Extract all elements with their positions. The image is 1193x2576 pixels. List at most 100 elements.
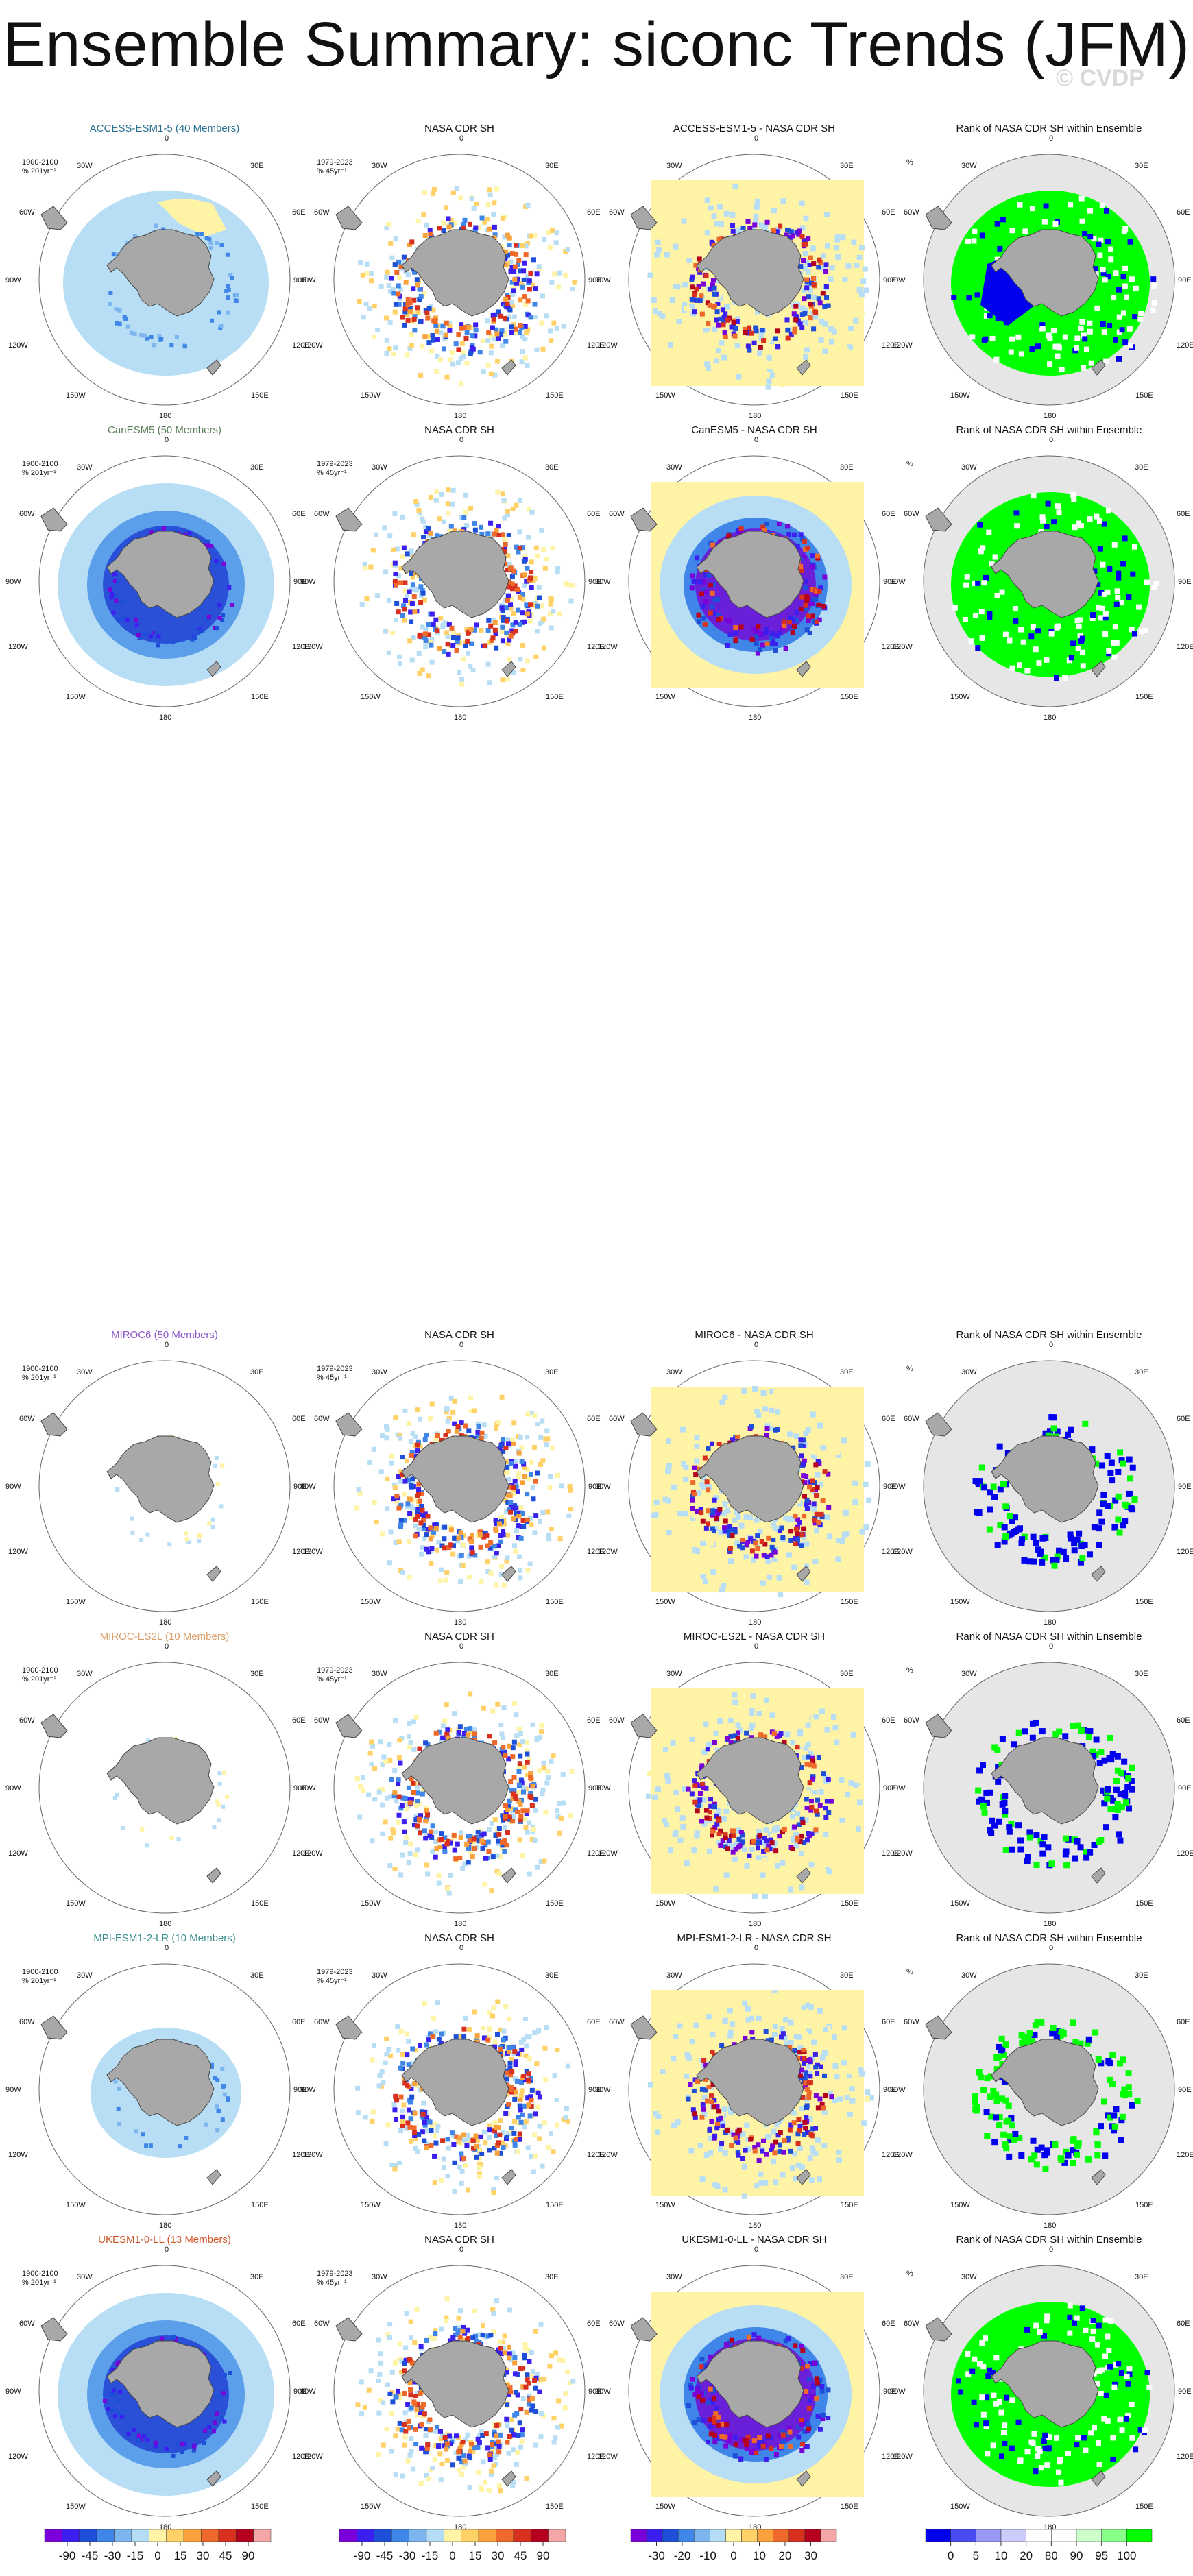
- lon-label: 90W: [595, 1483, 611, 1491]
- colorbar-tick-label: 15: [469, 2549, 482, 2562]
- lon-label: 90E: [883, 578, 897, 586]
- units-label: 1979-2023 % 45yr⁻¹: [317, 460, 353, 477]
- lon-label: 30E: [250, 463, 264, 472]
- lon-label: 150E: [546, 1899, 564, 1908]
- lon-label: 30E: [250, 2273, 264, 2281]
- lon-label: 150E: [841, 2503, 858, 2511]
- lon-label: 150W: [655, 2201, 675, 2209]
- lon-label: 120E: [587, 2453, 605, 2461]
- lon-label: 90E: [588, 1784, 602, 1793]
- lon-label: 30W: [666, 162, 682, 170]
- colorbar-tick-label: 45: [514, 2549, 527, 2562]
- colorbar-swatch: [677, 2529, 695, 2542]
- lon-label: 120W: [303, 2151, 323, 2159]
- colorbar-tick-label: -10: [699, 2549, 716, 2562]
- lon-label: 0: [165, 1341, 169, 1349]
- lon-label: 90W: [595, 276, 611, 284]
- colorbar-tick-label: -45: [82, 2549, 99, 2562]
- lon-label: 60W: [314, 510, 330, 518]
- units-label: 1900-2100 % 201yr⁻¹: [22, 158, 58, 175]
- map-panel-rank: Rank of NASA CDR SH within Ensemble 0 30W 3…: [890, 1932, 1193, 2231]
- lon-label: 0: [1049, 1642, 1053, 1651]
- lon-label: 150E: [251, 693, 269, 701]
- lon-label: 90E: [293, 276, 307, 284]
- colorbar-swatch: [166, 2529, 184, 2542]
- lon-label: 30E: [840, 1368, 854, 1376]
- units-label: 1979-2023 % 45yr⁻¹: [317, 1666, 353, 1684]
- lon-label: 150E: [546, 391, 564, 400]
- lon-label: 90E: [293, 2086, 307, 2094]
- lon-label: 150E: [841, 693, 858, 701]
- lon-label: 150W: [950, 2201, 970, 2209]
- map-panel-rank: Rank of NASA CDR SH within Ensemble 0 30W 3…: [890, 2234, 1193, 2533]
- lon-label: 60E: [292, 2320, 306, 2328]
- colorbar-tick-label: -90: [354, 2549, 371, 2562]
- lon-label: 150W: [66, 1899, 86, 1908]
- lon-label: 150W: [655, 2503, 675, 2511]
- colorbar-tick-label: 0: [948, 2549, 954, 2562]
- lon-label: 90W: [300, 276, 316, 284]
- lon-label: 180: [454, 1920, 466, 1928]
- page-title: Ensemble Summary: siconc Trends (JFM): [3, 10, 1190, 80]
- lon-label: 150W: [950, 391, 970, 400]
- lon-label: 0: [1049, 134, 1053, 143]
- lon-label: 30E: [840, 463, 854, 472]
- colorbar-swatch: [496, 2529, 514, 2542]
- lon-label: 150E: [546, 693, 564, 701]
- lon-label: 90E: [883, 276, 897, 284]
- lon-label: 120E: [292, 1548, 310, 1556]
- lon-label: 60E: [882, 2018, 895, 2026]
- units-label: %: [906, 2270, 913, 2278]
- lon-label: 30E: [250, 1368, 264, 1376]
- colorbar-swatch: [218, 2529, 237, 2542]
- lon-label: 150E: [546, 1598, 564, 1606]
- lon-label: 150W: [655, 693, 675, 701]
- lon-label: 180: [454, 2222, 466, 2230]
- lon-label: 90W: [5, 1483, 21, 1491]
- lon-label: 120E: [882, 2151, 900, 2159]
- panel-title: UKESM1-0-LL - NASA CDR SH: [682, 2234, 827, 2246]
- colorbar-swatch: [725, 2529, 742, 2542]
- lon-label: 60E: [292, 510, 306, 518]
- map-panel-model: MIROC6 (50 Members) 0 30W 30E 60W 60E 90W 90E 12…: [5, 1329, 310, 1628]
- colorbar-swatch: [820, 2529, 837, 2542]
- lon-label: 30E: [250, 1670, 264, 1678]
- lon-label: 0: [459, 1944, 463, 1952]
- map-panel-diff: CanESM5 - NASA CDR SH 0 30W 30E 60W 60E 90W 90E…: [595, 424, 900, 723]
- map-panel-diff: MIROC-ES2L - NASA CDR SH 0 30W 30E 60W 60E 90W…: [595, 1631, 900, 1930]
- lon-label: 0: [754, 436, 758, 444]
- lon-label: 120W: [893, 2453, 913, 2461]
- colorbar-swatch: [409, 2529, 427, 2542]
- map-panel-diff: ACCESS-ESM1-5 - NASA CDR SH 0 30W 30E 60W 60E…: [595, 123, 900, 422]
- lon-label: 150W: [361, 1899, 381, 1908]
- lon-label: 0: [1049, 436, 1053, 444]
- lon-label: 180: [454, 1618, 466, 1627]
- lon-label: 120E: [1177, 2151, 1193, 2159]
- lon-label: 120E: [882, 1849, 900, 1858]
- lon-label: 120W: [598, 2151, 618, 2159]
- lon-label: 180: [159, 1920, 171, 1928]
- colorbar-tick-label: 15: [174, 2549, 187, 2562]
- lon-label: 60E: [1177, 510, 1190, 518]
- lon-label: 30W: [666, 2273, 682, 2281]
- lon-label: 90W: [5, 578, 21, 586]
- colorbar-swatch: [950, 2529, 976, 2542]
- lon-label: 30W: [77, 1971, 93, 1980]
- lon-label: 30W: [666, 463, 682, 472]
- lon-label: 0: [754, 2246, 758, 2254]
- lon-label: 150W: [950, 2503, 970, 2511]
- panel-title: MIROC-ES2L (10 Members): [99, 1631, 230, 1642]
- lon-label: 90E: [883, 2387, 897, 2396]
- lon-label: 30E: [545, 463, 559, 472]
- colorbar-tick-label: 30: [804, 2549, 817, 2562]
- map-panel-rank: Rank of NASA CDR SH within Ensemble 0 30W 3…: [890, 424, 1193, 723]
- map-panel-rank: Rank of NASA CDR SH within Ensemble 0 30W 3…: [890, 1631, 1193, 1930]
